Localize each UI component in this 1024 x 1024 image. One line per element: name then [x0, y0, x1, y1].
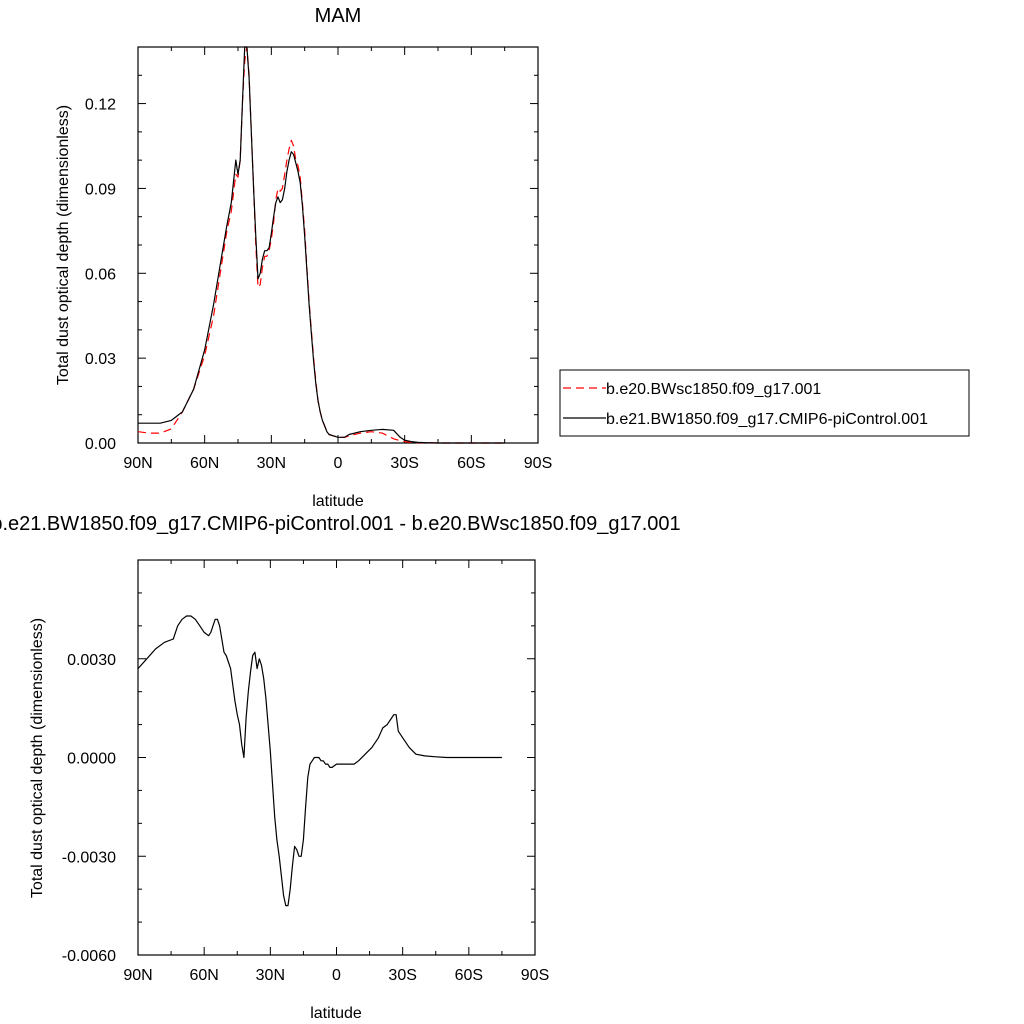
y-tick-label: 0.03 — [85, 351, 116, 368]
legend-label-0: b.e20.BWsc1850.f09_g17.001 — [606, 381, 821, 398]
chart-title: MAM — [315, 5, 362, 27]
y-axis-label: Total dust optical depth (dimensionless) — [29, 618, 46, 898]
tick-marks — [137, 559, 536, 956]
series-lines — [137, 615, 502, 907]
x-axis-label: latitude — [310, 1005, 362, 1022]
x-tick-label: 90S — [521, 967, 549, 984]
tick-marks — [137, 46, 539, 444]
series-line-0 — [137, 46, 505, 444]
x-tick-labels: 90N 60N 30N 0 30S 60S 90S — [123, 967, 549, 984]
y-tick-label: 0.09 — [85, 181, 116, 198]
x-tick-label: 0 — [334, 455, 343, 472]
x-tick-label: 60S — [455, 967, 483, 984]
x-tick-label: 30S — [388, 967, 416, 984]
chart-title: b.e21.BW1850.f09_g17.CMIP6-piControl.001… — [0, 513, 681, 535]
x-tick-label: 30N — [256, 967, 285, 984]
y-tick-label: 0.0030 — [67, 652, 116, 669]
x-tick-label: 60S — [457, 455, 485, 472]
y-tick-label: 0.06 — [85, 266, 116, 283]
y-tick-label: 0.0000 — [67, 751, 116, 768]
x-tick-label: 60N — [189, 967, 218, 984]
series-lines — [137, 46, 505, 444]
y-tick-label: -0.0030 — [62, 849, 116, 866]
series-line-1 — [138, 46, 505, 444]
x-tick-label: 90N — [123, 967, 152, 984]
legend-label-1: b.e21.BW1850.f09_g17.CMIP6-piControl.001 — [606, 411, 928, 428]
x-tick-label: 60N — [190, 455, 219, 472]
chart-top: MAM 90N 60N 30N 0 30S 60S 90S 0.00 0.03 0.06 0.09… — [55, 5, 552, 510]
y-tick-label: 0.00 — [85, 436, 116, 453]
legend-box — [559, 369, 970, 437]
plot-frame — [137, 46, 539, 444]
x-tick-label: 30S — [390, 455, 418, 472]
legend: b.e20.BWsc1850.f09_g17.001 b.e21.BW1850.… — [559, 369, 970, 437]
x-tick-labels: 90N 60N 30N 0 30S 60S 90S — [123, 455, 552, 472]
x-tick-label: 30N — [257, 455, 286, 472]
chart-bottom: b.e21.BW1850.f09_g17.CMIP6-piControl.001… — [0, 513, 681, 1022]
x-tick-label: 0 — [332, 967, 341, 984]
y-tick-label: -0.0060 — [62, 948, 116, 965]
x-tick-label: 90N — [123, 455, 152, 472]
y-axis-label: Total dust optical depth (dimensionless) — [55, 105, 72, 385]
y-tick-label: 0.12 — [85, 97, 116, 114]
x-axis-label: latitude — [312, 493, 364, 510]
series-line-0 — [137, 615, 502, 907]
y-tick-labels: 0.00 0.03 0.06 0.09 0.12 — [85, 97, 116, 453]
y-tick-labels: -0.0060 -0.0030 0.0000 0.0030 — [62, 652, 116, 965]
x-tick-label: 90S — [524, 455, 552, 472]
